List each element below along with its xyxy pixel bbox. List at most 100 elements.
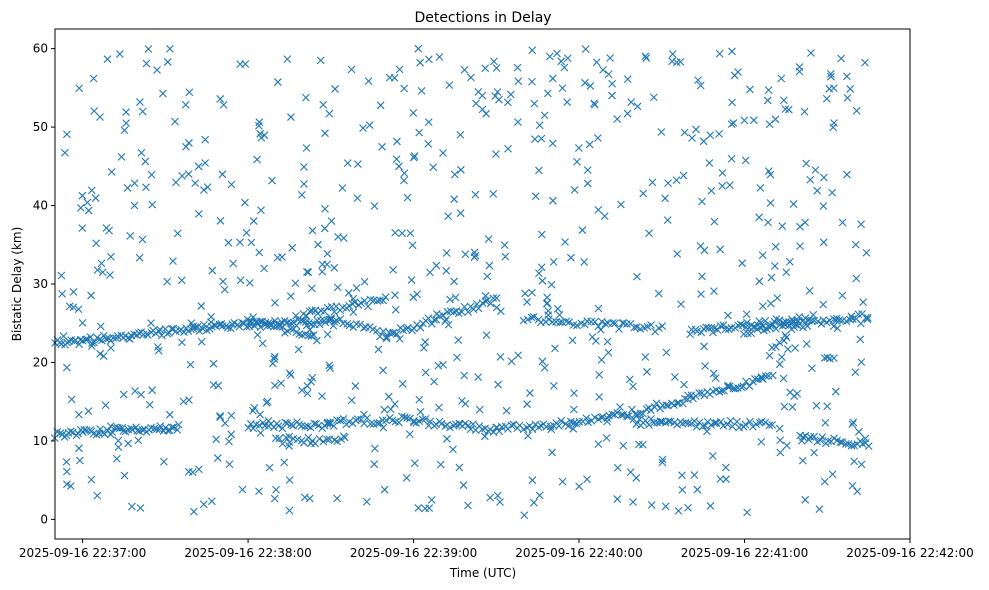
data-point xyxy=(370,460,379,469)
data-point xyxy=(457,165,465,174)
data-point xyxy=(357,299,365,308)
data-point xyxy=(662,401,670,410)
data-point xyxy=(470,248,479,257)
data-point xyxy=(306,325,314,334)
data-point xyxy=(384,392,393,401)
data-point xyxy=(629,415,638,423)
data-point xyxy=(856,335,865,344)
data-point xyxy=(247,238,256,247)
data-point xyxy=(314,421,323,430)
data-point xyxy=(434,361,443,370)
data-point xyxy=(464,501,472,510)
data-point xyxy=(227,180,236,189)
data-point xyxy=(472,99,480,108)
data-point xyxy=(528,288,536,297)
data-point xyxy=(75,444,83,453)
data-point xyxy=(100,430,109,438)
data-point xyxy=(570,389,578,397)
data-point xyxy=(746,85,754,94)
data-point xyxy=(330,307,339,316)
data-point xyxy=(273,78,282,86)
data-point xyxy=(671,373,679,381)
data-point xyxy=(229,259,238,268)
data-point xyxy=(127,502,136,511)
data-point xyxy=(764,86,773,95)
data-point xyxy=(63,130,71,139)
data-point xyxy=(779,374,788,383)
data-point xyxy=(594,304,603,313)
data-point xyxy=(403,193,412,202)
data-point xyxy=(782,333,791,342)
data-point xyxy=(747,329,756,338)
data-point xyxy=(668,57,676,66)
data-point xyxy=(370,444,379,453)
data-point xyxy=(820,173,828,182)
data-point xyxy=(583,475,591,484)
data-point xyxy=(608,79,617,88)
data-point xyxy=(329,321,338,330)
data-point xyxy=(608,410,617,419)
data-point xyxy=(207,318,215,327)
data-point xyxy=(106,252,115,261)
data-point xyxy=(295,420,304,429)
data-point xyxy=(526,389,534,397)
data-point xyxy=(727,154,736,163)
data-point xyxy=(318,267,327,276)
data-point xyxy=(741,156,750,165)
data-point xyxy=(716,417,725,426)
data-point xyxy=(101,401,110,410)
data-point xyxy=(806,175,815,184)
data-point xyxy=(80,426,89,434)
data-point xyxy=(380,485,389,494)
data-point xyxy=(408,241,417,250)
data-point xyxy=(803,322,812,330)
data-point xyxy=(608,319,617,327)
data-point xyxy=(76,203,85,212)
data-point xyxy=(777,353,786,362)
data-point xyxy=(78,319,87,327)
data-point xyxy=(201,135,210,144)
data-point xyxy=(764,167,773,176)
data-point xyxy=(115,424,124,433)
data-point xyxy=(379,366,387,375)
data-point xyxy=(96,349,105,358)
data-point xyxy=(249,313,258,321)
x-tick-label: 2025-09-16 22:41:00 xyxy=(681,546,808,560)
data-point xyxy=(593,134,602,142)
data-point xyxy=(305,494,314,503)
data-point xyxy=(782,268,791,277)
data-point xyxy=(201,159,210,167)
data-point xyxy=(178,338,186,347)
data-point xyxy=(697,290,705,299)
data-point xyxy=(715,129,723,138)
data-point xyxy=(225,460,234,469)
data-point xyxy=(410,459,419,468)
data-point xyxy=(169,257,177,266)
data-point xyxy=(551,344,559,353)
data-point xyxy=(460,371,469,380)
data-point xyxy=(573,321,581,330)
data-point xyxy=(392,155,401,163)
data-point xyxy=(599,66,607,74)
data-point xyxy=(395,162,403,171)
data-point xyxy=(706,131,715,140)
data-point xyxy=(801,495,810,504)
data-point xyxy=(194,162,203,171)
data-point xyxy=(270,381,279,390)
data-point xyxy=(284,318,292,327)
data-point xyxy=(678,471,686,480)
data-point xyxy=(74,429,82,438)
data-point xyxy=(600,212,609,221)
data-point xyxy=(75,84,84,93)
data-point xyxy=(416,323,425,332)
data-point xyxy=(557,416,566,425)
data-point xyxy=(391,228,400,237)
data-point xyxy=(360,296,369,305)
data-point xyxy=(208,266,217,275)
data-point xyxy=(271,298,279,307)
data-point xyxy=(379,423,388,432)
data-point xyxy=(329,422,338,430)
data-point xyxy=(642,405,651,414)
data-point xyxy=(402,473,411,482)
data-point xyxy=(556,318,564,327)
